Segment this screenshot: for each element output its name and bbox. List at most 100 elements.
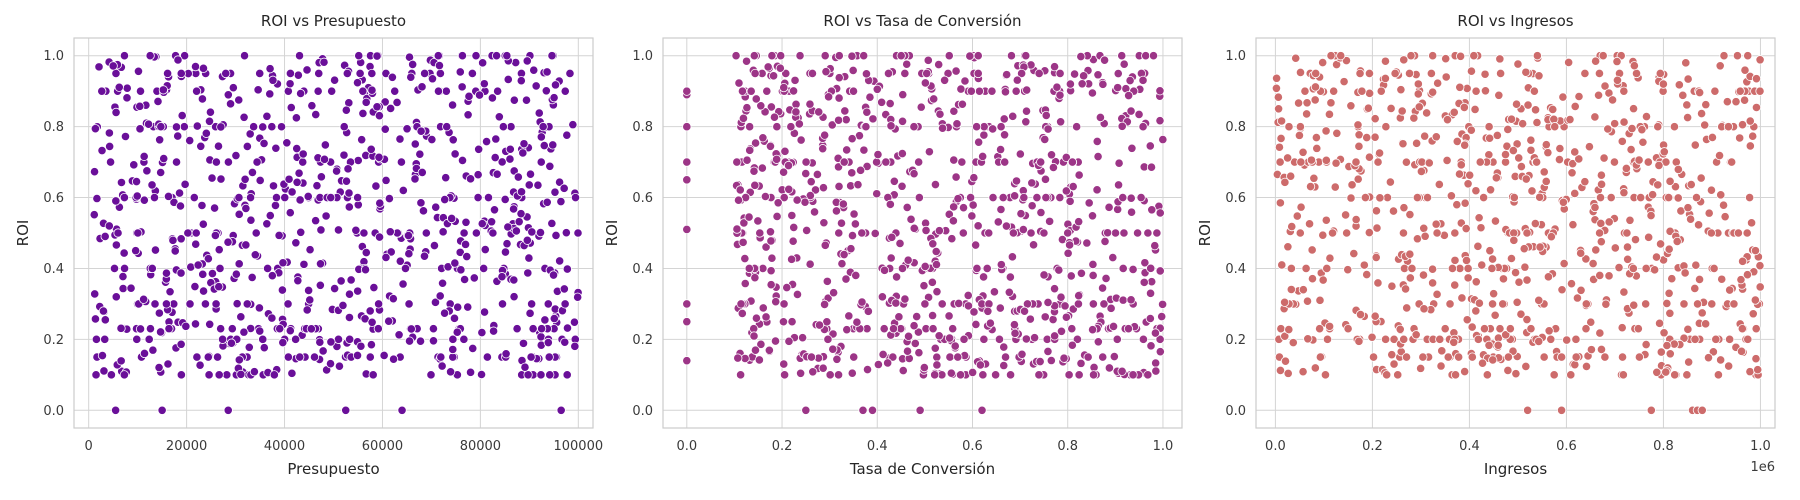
data-point xyxy=(1364,68,1375,79)
x-tick-label: 0.8 xyxy=(1653,439,1674,454)
data-point xyxy=(1021,117,1031,127)
data-point xyxy=(809,207,820,217)
data-point xyxy=(1399,334,1409,344)
data-point xyxy=(1327,228,1338,238)
data-point xyxy=(545,370,555,380)
data-point xyxy=(1123,324,1134,334)
data-point xyxy=(767,253,777,263)
data-point xyxy=(1709,263,1719,274)
data-point xyxy=(291,334,301,344)
data-point xyxy=(1093,151,1103,162)
data-point xyxy=(467,68,477,79)
data-point xyxy=(975,360,986,370)
data-point xyxy=(897,263,908,274)
data-point xyxy=(1596,179,1607,189)
data-point xyxy=(1286,284,1296,295)
data-point xyxy=(1074,370,1084,380)
data-point xyxy=(419,251,430,261)
data-point xyxy=(403,230,414,241)
data-point xyxy=(542,197,552,207)
data-point xyxy=(164,324,174,334)
data-point xyxy=(1629,300,1639,310)
scatter-series xyxy=(89,51,583,415)
data-point xyxy=(1119,59,1129,69)
data-point xyxy=(734,78,744,88)
data-point xyxy=(1357,86,1367,96)
data-point xyxy=(795,51,805,61)
data-point xyxy=(497,272,507,282)
data-point xyxy=(850,219,860,229)
data-point xyxy=(1532,157,1542,167)
x-axis-label: Presupuesto xyxy=(287,460,379,478)
data-point xyxy=(1060,301,1070,311)
data-point xyxy=(778,317,789,327)
data-point xyxy=(165,287,175,297)
data-point xyxy=(1405,249,1415,259)
data-point xyxy=(1546,334,1556,344)
data-point xyxy=(367,317,377,327)
data-point xyxy=(357,135,367,145)
data-point xyxy=(416,126,426,136)
data-point xyxy=(210,230,220,241)
data-point xyxy=(1108,321,1119,332)
data-point xyxy=(1521,361,1531,372)
data-point xyxy=(1424,158,1434,168)
data-point xyxy=(341,405,351,415)
data-point xyxy=(731,51,741,61)
data-point xyxy=(1514,153,1524,163)
data-point xyxy=(505,144,515,154)
data-point xyxy=(353,155,363,166)
data-point xyxy=(737,308,747,318)
data-point xyxy=(1679,299,1689,309)
data-point xyxy=(1117,121,1127,131)
data-point xyxy=(518,148,528,158)
data-point xyxy=(156,167,166,178)
data-point xyxy=(1514,277,1524,287)
data-point xyxy=(1296,202,1306,212)
data-point xyxy=(1534,295,1544,305)
data-point xyxy=(442,122,452,132)
data-point xyxy=(1056,117,1066,127)
data-point xyxy=(1570,360,1580,370)
data-point xyxy=(779,82,789,93)
data-point xyxy=(1416,166,1427,177)
data-point xyxy=(1628,263,1638,274)
data-point xyxy=(858,405,868,415)
data-point xyxy=(293,276,303,286)
data-point xyxy=(1723,122,1734,132)
x-tick-label: 0.8 xyxy=(1057,439,1078,454)
data-point xyxy=(491,51,502,61)
data-point xyxy=(143,119,154,129)
data-point xyxy=(104,128,114,138)
data-point xyxy=(242,141,252,152)
data-point xyxy=(1696,108,1707,119)
data-point xyxy=(750,138,761,148)
data-point xyxy=(1725,334,1735,344)
data-point xyxy=(520,362,530,372)
data-point xyxy=(1028,240,1039,250)
data-point xyxy=(223,90,233,100)
data-point xyxy=(158,85,168,95)
data-point xyxy=(207,173,217,183)
data-point xyxy=(1275,365,1286,376)
data-point xyxy=(494,112,504,122)
data-point xyxy=(872,84,882,94)
data-point xyxy=(367,85,377,95)
data-point xyxy=(1626,144,1636,155)
data-point xyxy=(1370,311,1380,321)
data-point xyxy=(784,336,794,346)
y-tick-label: 0.6 xyxy=(1225,191,1246,206)
data-point xyxy=(1474,298,1484,308)
data-point xyxy=(204,370,214,380)
data-point xyxy=(931,259,942,270)
data-point xyxy=(278,258,288,268)
data-point xyxy=(871,157,882,167)
data-point xyxy=(523,370,533,380)
data-point xyxy=(111,292,121,302)
data-point xyxy=(1683,74,1693,84)
data-point xyxy=(1644,232,1654,242)
data-point xyxy=(1155,208,1165,218)
data-point xyxy=(296,227,306,237)
data-point xyxy=(1539,352,1549,362)
data-point xyxy=(1158,134,1168,145)
